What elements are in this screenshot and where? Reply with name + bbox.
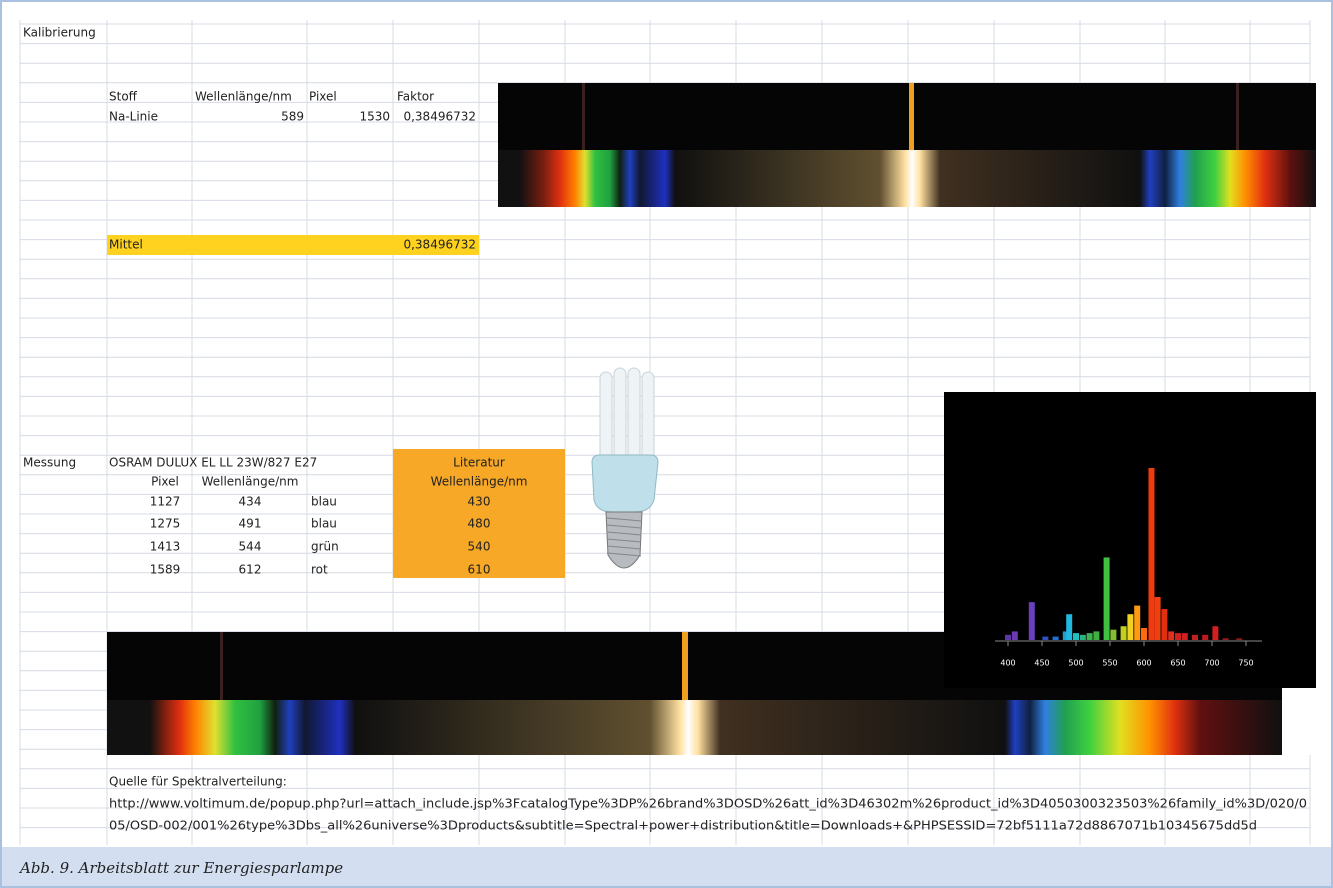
cell: 430 <box>468 495 491 509</box>
sodium-line <box>682 632 688 700</box>
cell: 1127 <box>150 495 181 509</box>
header-cell: Wellenlänge/nm <box>202 475 299 489</box>
header-cell: Pixel <box>151 475 179 489</box>
x-tick-label: 500 <box>1068 659 1083 668</box>
section-label: Messung <box>23 456 76 470</box>
section-label: Kalibrierung <box>23 26 96 40</box>
spectral-bar <box>1073 633 1079 640</box>
spectral-bar <box>1155 597 1161 640</box>
spectral-bar <box>1192 635 1198 640</box>
cell: 540 <box>468 540 491 554</box>
spectral-bar <box>1141 628 1147 640</box>
cell: blau <box>311 495 337 509</box>
cell: 434 <box>239 495 262 509</box>
spectral-bar <box>1175 633 1181 640</box>
spectral-bar <box>1005 635 1011 640</box>
x-tick-label: 600 <box>1136 659 1151 668</box>
header-cell: Faktor <box>397 90 434 104</box>
url-line: http://www.voltimum.de/popup.php?url=att… <box>109 797 1307 811</box>
spectral-bar <box>1202 635 1208 640</box>
header-cell: Literatur <box>453 456 505 470</box>
cell: 544 <box>239 540 262 554</box>
caption: Abb. 9. Arbeitsblatt zur Energiesparlamp… <box>18 859 343 877</box>
cell: Quelle für Spektralverteilung: <box>109 775 287 789</box>
bulb-tube <box>628 368 640 468</box>
cell: 1413 <box>150 540 181 554</box>
cell: 1275 <box>150 517 181 531</box>
spectrum-band <box>107 700 1282 755</box>
spectral-bar <box>1029 602 1035 640</box>
cell: blau <box>311 517 337 531</box>
cell: Na-Linie <box>109 110 158 124</box>
spectral-bar <box>1223 638 1229 640</box>
chart-background <box>944 392 1316 688</box>
sodium-line <box>909 83 914 150</box>
bulb-body <box>592 455 658 512</box>
cell: 1589 <box>150 563 181 577</box>
faint-line <box>220 632 223 700</box>
spectral-bar <box>1127 614 1133 640</box>
spectral-bar <box>1168 631 1174 640</box>
spectrum-band <box>498 150 1316 207</box>
spectral-bar <box>1012 631 1018 640</box>
spectral-bar <box>1066 614 1072 640</box>
cell: rot <box>311 563 328 577</box>
white-patch <box>1282 688 1316 755</box>
cell: 0,38496732 <box>403 110 476 124</box>
x-tick-label: 450 <box>1034 659 1049 668</box>
spectral-bar <box>1093 631 1099 640</box>
spectral-bar <box>1236 638 1242 640</box>
spectral-bar <box>1161 609 1167 640</box>
spectral-bar <box>1121 626 1127 640</box>
spectral-bar <box>1110 630 1116 640</box>
spectral-bar <box>1182 633 1188 640</box>
spectral-bar <box>1212 626 1218 640</box>
cell: 589 <box>281 110 304 124</box>
cell: 491 <box>239 517 262 531</box>
cell: Mittel <box>109 238 143 252</box>
x-tick-label: 550 <box>1102 659 1117 668</box>
header-cell: Wellenlänge/nm <box>431 475 528 489</box>
url-line: 05/OSD-002/001%26type%3Dbs_all%26univers… <box>109 819 1257 833</box>
spectral-bar <box>1148 468 1154 640</box>
spectral-bar <box>1087 633 1093 640</box>
spectral-bar <box>1080 635 1086 640</box>
x-tick-label: 400 <box>1000 659 1015 668</box>
header-cell: Stoff <box>109 90 138 104</box>
worksheet-figure: 400 450 500 550 600 650 700 750 Kalibrierung St… <box>0 0 1333 888</box>
x-tick-label: 650 <box>1170 659 1185 668</box>
spectral-bar <box>1053 637 1059 640</box>
bulb-tube <box>614 368 626 468</box>
cell: 0,38496732 <box>403 238 476 252</box>
faint-line <box>582 83 585 150</box>
spectral-bar <box>1104 557 1110 640</box>
cell: 480 <box>468 517 491 531</box>
x-tick-label: 750 <box>1238 659 1253 668</box>
spectral-bar <box>1134 606 1140 640</box>
cell: 612 <box>239 563 262 577</box>
cell: OSRAM DULUX EL LL 23W/827 E27 <box>109 456 317 470</box>
spectral-bar <box>1042 637 1048 640</box>
x-tick-label: 700 <box>1204 659 1219 668</box>
header-cell: Wellenlänge/nm <box>195 90 292 104</box>
faint-line <box>1236 83 1239 150</box>
cell: 1530 <box>359 110 390 124</box>
cell: 610 <box>468 563 491 577</box>
cell: grün <box>311 540 339 554</box>
header-cell: Pixel <box>309 90 337 104</box>
